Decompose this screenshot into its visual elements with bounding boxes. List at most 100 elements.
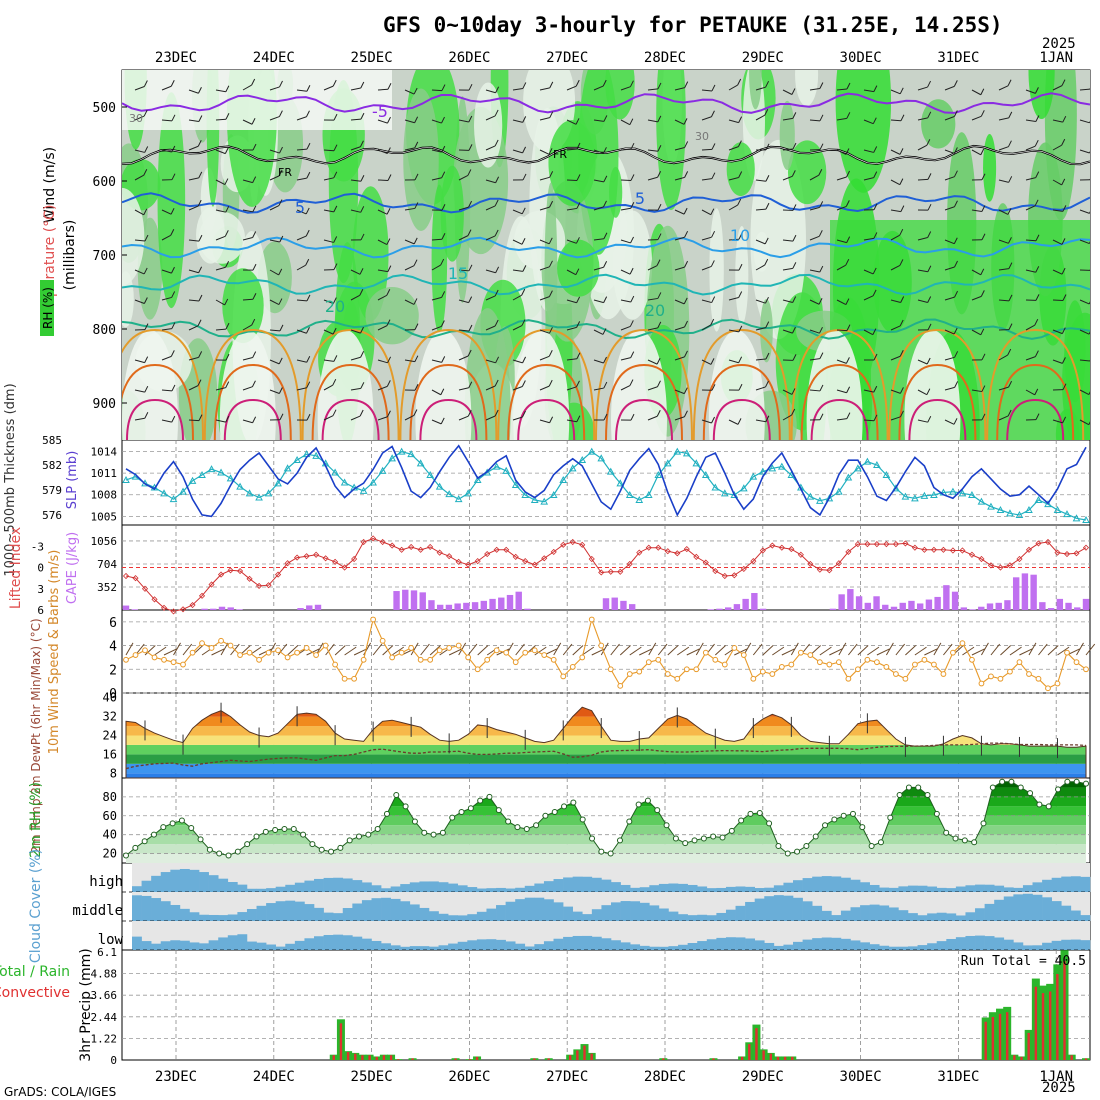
cloud-cell	[323, 877, 334, 892]
x-tick-top: 25DEC	[351, 50, 393, 66]
wind-barb	[296, 264, 306, 271]
rh-point	[644, 797, 651, 804]
wind-barb-tick	[981, 173, 986, 180]
wind-barb-tick	[953, 327, 958, 335]
wind-barb	[657, 643, 668, 656]
wind-barb	[728, 297, 739, 301]
contour-label: -5	[372, 102, 388, 121]
wind-barb	[917, 419, 928, 423]
wind-speed-point	[436, 647, 443, 654]
wind-barb	[857, 645, 869, 656]
precip-title: 3hr Precip (mm)	[78, 948, 94, 1061]
rh-point	[281, 826, 288, 832]
wind-barb-tick	[279, 80, 283, 88]
thickness-point	[587, 447, 596, 455]
cloud-cell	[246, 888, 257, 892]
cloud-cell	[812, 876, 823, 892]
wind-barb	[404, 359, 415, 363]
rh-point	[915, 784, 922, 791]
thickness-point	[1082, 515, 1090, 523]
wind-barb-tick	[494, 289, 499, 297]
wind-barb	[134, 299, 145, 304]
cape-bar	[1056, 598, 1064, 610]
rh-point	[682, 840, 689, 847]
wind-barb-tick	[198, 115, 203, 122]
cloud-cell	[390, 886, 401, 892]
wind-barb-tick	[1008, 176, 1013, 183]
wind-barb	[215, 387, 226, 391]
wind-barb	[755, 179, 766, 182]
wind-barb	[566, 326, 577, 331]
wind-barb	[998, 85, 1009, 91]
cloud-cell	[419, 907, 430, 921]
warm-contour	[311, 363, 390, 440]
wind-barb	[1025, 356, 1036, 361]
wind-speed-point	[417, 656, 424, 663]
wind-barb	[863, 329, 874, 336]
wind-barb-tick	[792, 204, 797, 211]
wind-speed-point	[921, 656, 928, 663]
cloud-cell	[706, 888, 717, 892]
wind-barb	[134, 269, 145, 275]
wind-barb-tick	[252, 231, 257, 238]
cloud-cell	[275, 886, 286, 892]
wind-barb-tick	[441, 116, 445, 124]
wind-barb-tick	[846, 112, 851, 119]
cloud-cell	[189, 869, 200, 892]
wind-barb	[391, 646, 404, 656]
precip-title-total: Total / Rain	[0, 964, 70, 980]
wind-barb-tick	[873, 232, 878, 239]
profile-panel	[122, 70, 1090, 440]
wind-barb-tick	[954, 290, 959, 298]
cloud-cell	[831, 876, 842, 892]
cloud-cell	[543, 899, 554, 921]
warm-contour	[898, 363, 977, 440]
wind-barb-tick	[684, 141, 689, 148]
warm-contour	[126, 398, 184, 440]
wind-barb-tick	[1035, 234, 1040, 241]
wind-speed-point	[845, 675, 852, 682]
rh-point	[216, 850, 223, 857]
wind-speed-point	[931, 661, 937, 668]
wind-barb-tick	[927, 173, 932, 180]
wind-barb	[629, 646, 642, 656]
cloud-cell	[716, 912, 727, 921]
wind-barb-tick	[278, 387, 283, 394]
wind-barb	[161, 85, 172, 91]
wind-barb-tick	[360, 326, 364, 334]
wind-barb	[917, 389, 928, 396]
cloud-cell	[1061, 905, 1072, 921]
lifted-index-point	[693, 553, 700, 560]
wind-barb	[836, 176, 847, 181]
thickness-point	[255, 493, 263, 501]
rh-point	[756, 809, 763, 816]
cloud-cell	[553, 938, 564, 950]
wind-barb-tick	[332, 378, 337, 386]
wind-barb-tick	[845, 357, 850, 364]
rh-patch	[222, 268, 264, 344]
wind-barb	[296, 177, 307, 181]
rh-point	[868, 843, 875, 849]
lifted-index-point	[512, 553, 519, 560]
wind-barb	[998, 209, 1009, 215]
wind-barb-tick	[764, 109, 769, 116]
convective-bar	[783, 1056, 787, 1060]
cape-bar	[943, 585, 950, 610]
wind-speed-point	[978, 680, 985, 687]
wind-barb-tick	[360, 81, 365, 89]
wind-barb	[134, 174, 145, 181]
thickness-tick: 582	[42, 459, 62, 472]
wind-barb-tick	[414, 384, 419, 391]
wind-barb	[728, 146, 739, 151]
wind-barb-tick	[414, 355, 419, 362]
wind-barb	[161, 389, 173, 392]
warm-contour	[213, 363, 292, 440]
wind-barb-tick	[333, 171, 338, 179]
wind-barb	[701, 148, 713, 151]
lifted-index-point	[636, 549, 643, 556]
wind-barb-tick	[981, 205, 986, 212]
wind-barb	[971, 269, 982, 276]
rh-patch	[544, 182, 558, 365]
wind-barb	[944, 296, 955, 301]
wind-barb-tick	[927, 323, 932, 331]
